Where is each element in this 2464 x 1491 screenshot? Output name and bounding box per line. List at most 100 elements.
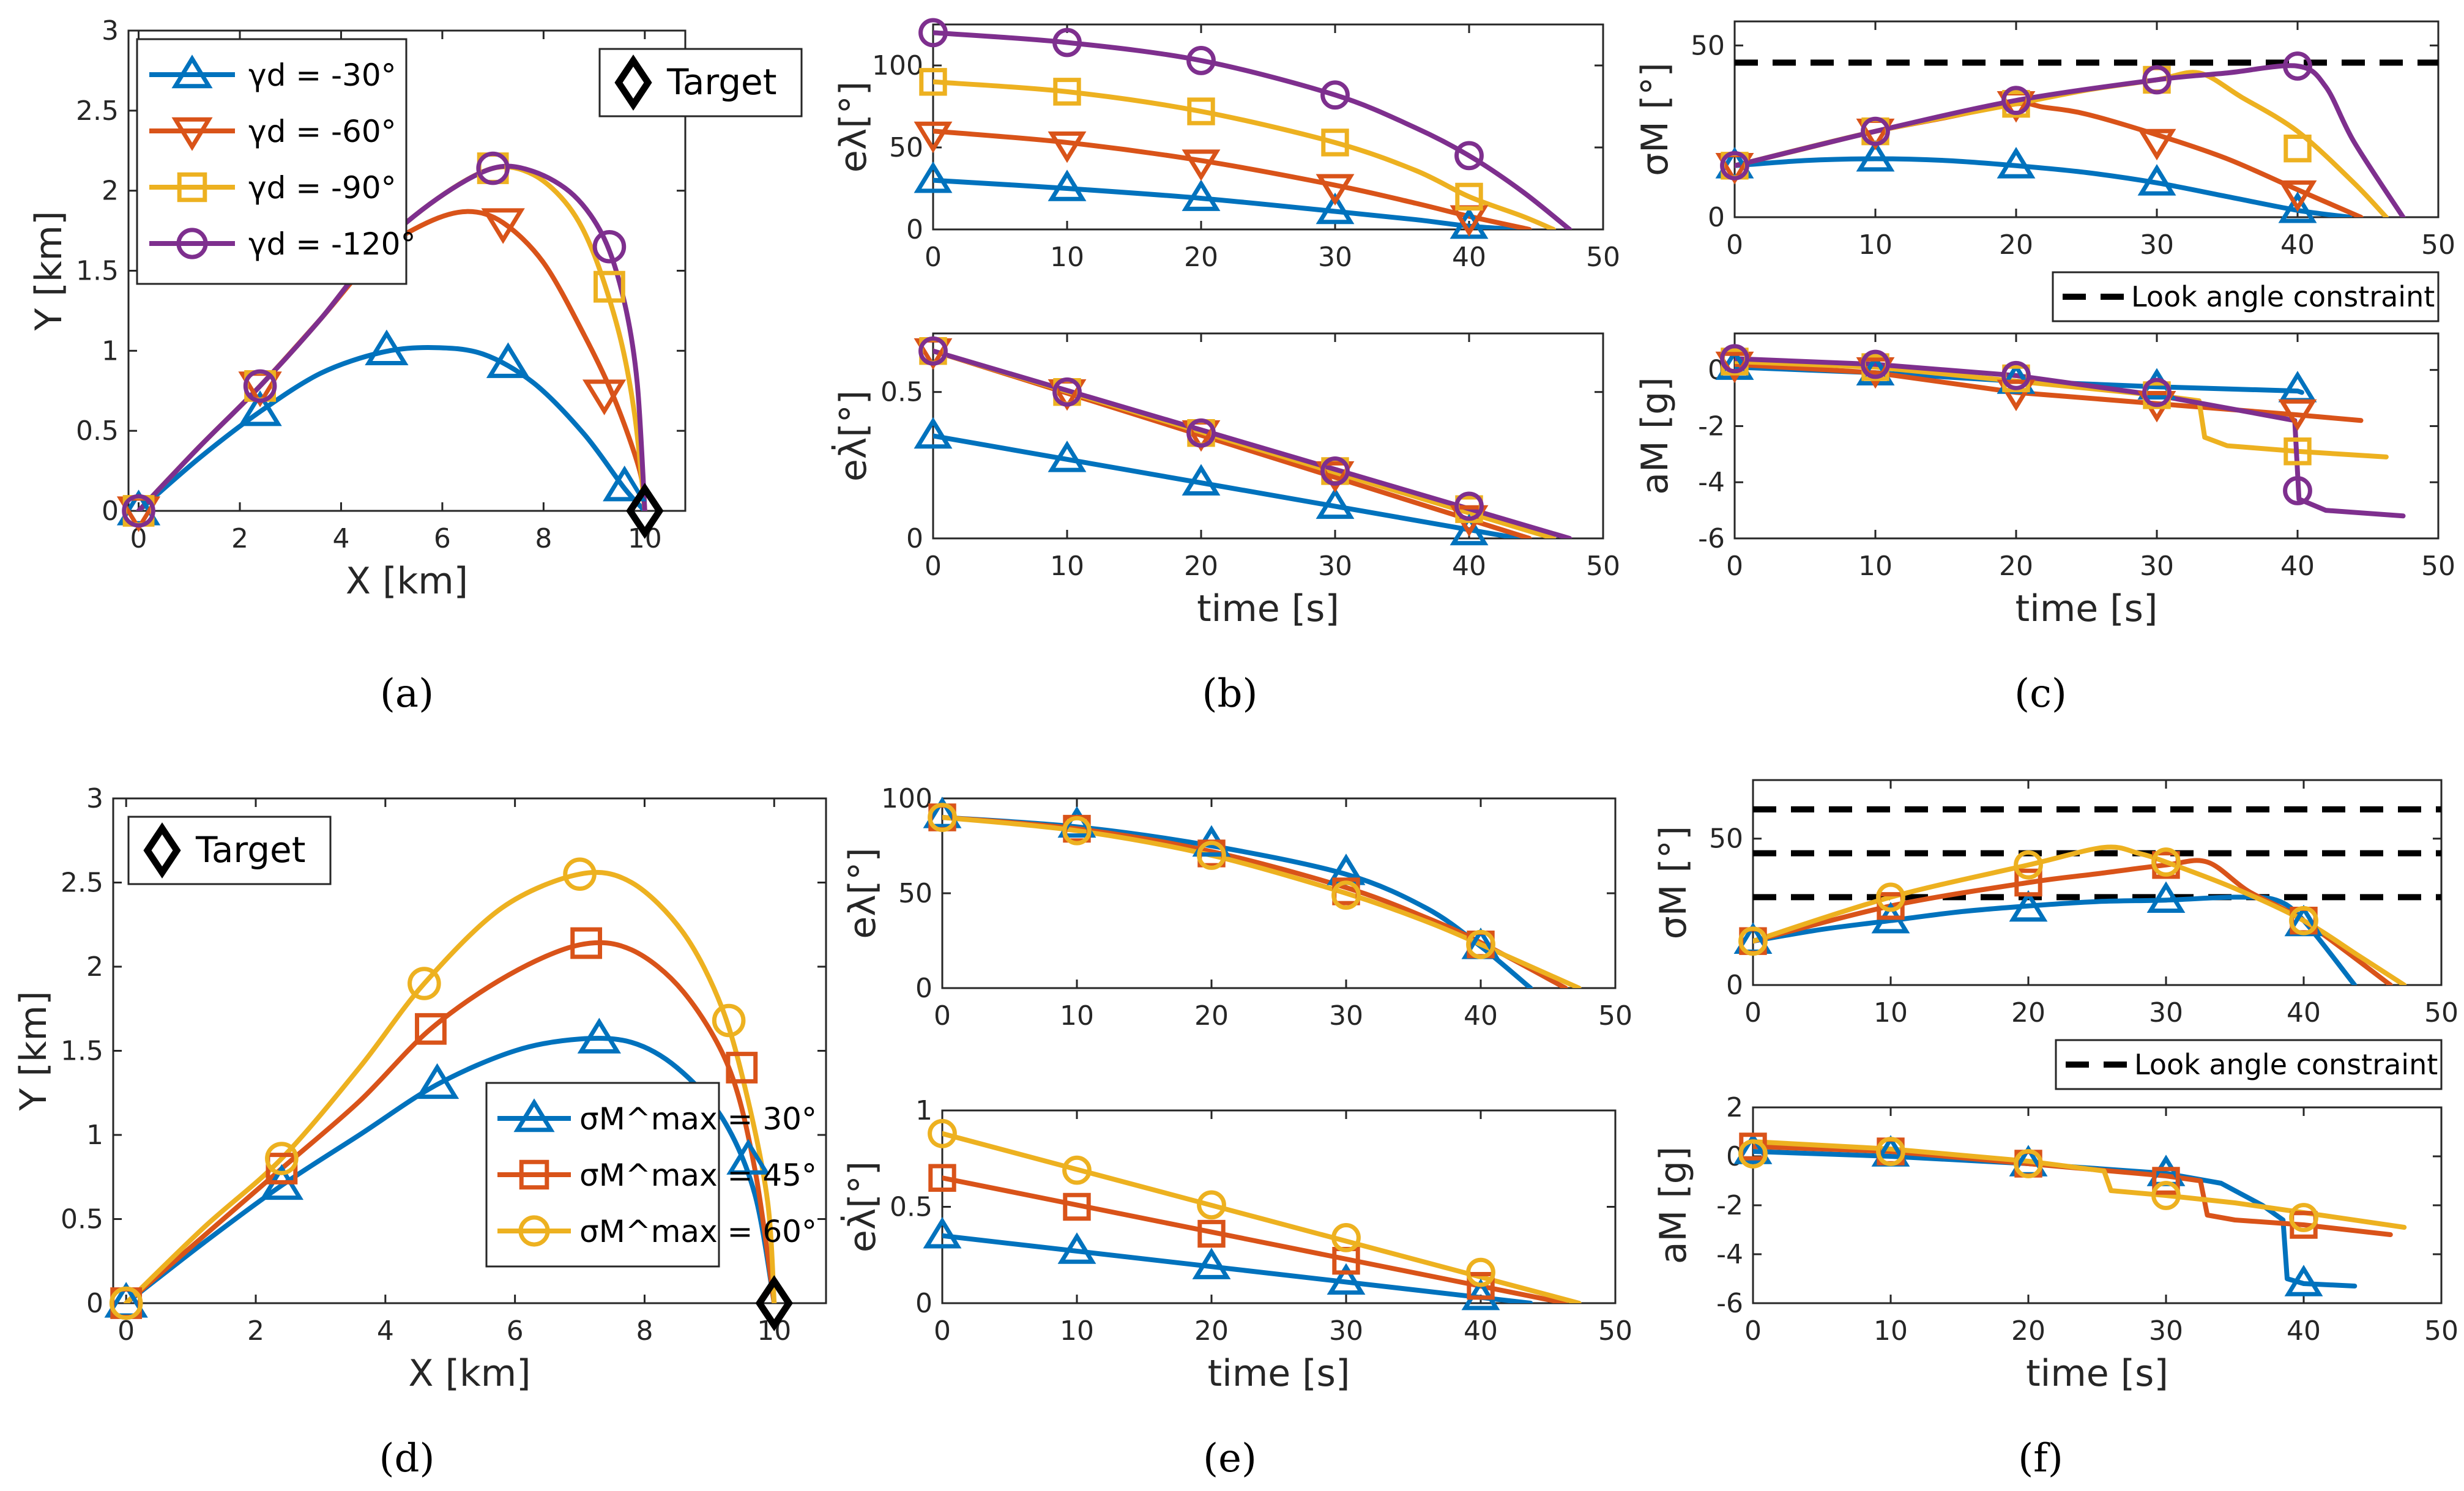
x-tick-label: 0 <box>1744 997 1762 1028</box>
x-tick-label: 40 <box>2287 1315 2321 1347</box>
y-tick-label: 0 <box>102 496 119 527</box>
y-tick-label: 100 <box>881 783 932 814</box>
data-marker <box>109 1286 143 1320</box>
plot-area <box>1753 806 2441 985</box>
data-marker <box>712 1003 746 1038</box>
panel-c-top-look-angle-plot: 0 10 20 30 40 50 0 50 σM [°] Look angle constrain… <box>1634 20 2455 322</box>
y-tick-label: 0 <box>1726 970 1743 1001</box>
x-tick-label: 40 <box>1464 1000 1498 1032</box>
x-axis-label: time [s] <box>2026 1352 2168 1395</box>
data-marker <box>726 1139 770 1175</box>
y-tick-label: 50 <box>898 878 932 909</box>
data-marker <box>2283 437 2312 466</box>
data-marker <box>1327 1263 1366 1295</box>
panel-label-a: (a) <box>380 671 434 716</box>
data-marker <box>1455 182 1483 211</box>
x-tick-label: 8 <box>636 1315 653 1347</box>
x-tick-label: 20 <box>1999 551 2033 582</box>
legend-label: σM^max = 45° <box>579 1158 817 1193</box>
y-tick-label: 50 <box>1691 30 1725 61</box>
data-marker <box>2009 890 2048 922</box>
data-marker <box>2289 905 2318 935</box>
x-tick-label: 30 <box>2140 551 2174 582</box>
target-legend: Target <box>127 816 332 885</box>
x-tick-label: 20 <box>1194 1315 1229 1347</box>
y-tick-label: 0 <box>906 523 923 554</box>
series-line <box>933 433 1522 538</box>
x-tick-label: 50 <box>1586 551 1620 582</box>
data-marker <box>1720 344 1749 374</box>
data-marker <box>1454 141 1484 171</box>
data-marker <box>265 1142 299 1175</box>
data-marker <box>2137 128 2176 161</box>
axes-box <box>1752 1106 2443 1304</box>
data-marker <box>1466 929 1495 959</box>
data-marker <box>1321 128 1349 157</box>
x-tick-label: 2 <box>231 523 248 554</box>
panel-label-f: (f) <box>2018 1436 2063 1481</box>
data-marker <box>2146 881 2186 913</box>
panel-label-c: (c) <box>2014 671 2067 716</box>
data-marker <box>1048 131 1087 163</box>
target-legend-icon <box>614 54 652 111</box>
data-marker <box>2278 191 2317 223</box>
y-tick-label: 0.5 <box>76 415 119 447</box>
legend-marker <box>519 1159 549 1190</box>
legend-marker <box>171 54 213 89</box>
x-tick-label: 50 <box>1598 1000 1632 1032</box>
panel-label-d: (d) <box>379 1436 435 1481</box>
y-tick-label: 2 <box>1726 1092 1743 1123</box>
data-marker <box>2137 164 2176 196</box>
target-legend-icon <box>143 822 181 879</box>
x-tick-label: 6 <box>507 1315 524 1347</box>
x-tick-label: 40 <box>1452 551 1486 582</box>
y-axis-label: σM [°] <box>1652 826 1695 940</box>
data-marker <box>2283 51 2312 81</box>
data-marker <box>1467 1271 1495 1300</box>
y-tick-label: 0 <box>1708 202 1725 233</box>
x-tick-label: 10 <box>1874 1315 1908 1347</box>
data-marker <box>2278 399 2317 431</box>
x-tick-label: 4 <box>377 1315 394 1347</box>
panel-f-top-look-angle-plot: 0 10 20 30 40 50 0 50 σM [°] Look angle constrain… <box>1652 779 2458 1090</box>
x-tick-label: 20 <box>2011 997 2045 1028</box>
data-marker <box>1053 78 1081 106</box>
data-marker <box>570 927 603 959</box>
data-marker <box>2014 1149 2043 1178</box>
y-tick-label: -4 <box>1698 467 1725 498</box>
series-line <box>942 1131 1582 1303</box>
series-line <box>1753 1139 2407 1230</box>
legend-label: σM^max = 30° <box>579 1101 817 1137</box>
axes-box <box>941 1109 1617 1304</box>
x-tick-label: 0 <box>117 1315 135 1347</box>
data-marker <box>2289 1203 2318 1232</box>
legend-marker <box>513 1098 555 1132</box>
data-marker <box>2001 86 2031 116</box>
series-line <box>1753 894 2358 985</box>
data-marker <box>1048 441 1087 472</box>
x-tick-label: 30 <box>1329 1000 1363 1032</box>
data-marker <box>928 1118 957 1148</box>
data-marker <box>1876 882 1905 912</box>
x-tick-label: 10 <box>1874 997 1908 1028</box>
data-marker <box>1316 487 1355 519</box>
x-tick-label: 50 <box>2421 229 2455 261</box>
data-marker <box>2142 65 2172 95</box>
x-tick-label: 50 <box>1586 242 1620 273</box>
data-marker <box>1450 513 1489 546</box>
panel-b-bottom-heading-error-rate-plot: 0 10 20 30 40 50 0 0.5 time [s] eλ̇[°] <box>831 332 1620 630</box>
data-marker <box>122 494 155 528</box>
data-marker <box>1466 1257 1495 1287</box>
x-tick-label: 40 <box>1452 242 1486 273</box>
legend-label: γd = -30° <box>248 58 396 93</box>
x-tick-label: 40 <box>1464 1315 1498 1347</box>
data-marker <box>918 18 948 48</box>
data-marker <box>923 797 962 828</box>
x-tick-label: 8 <box>535 523 552 554</box>
data-marker <box>1454 491 1484 521</box>
target-marker <box>626 483 664 539</box>
series-line <box>1735 63 2406 217</box>
